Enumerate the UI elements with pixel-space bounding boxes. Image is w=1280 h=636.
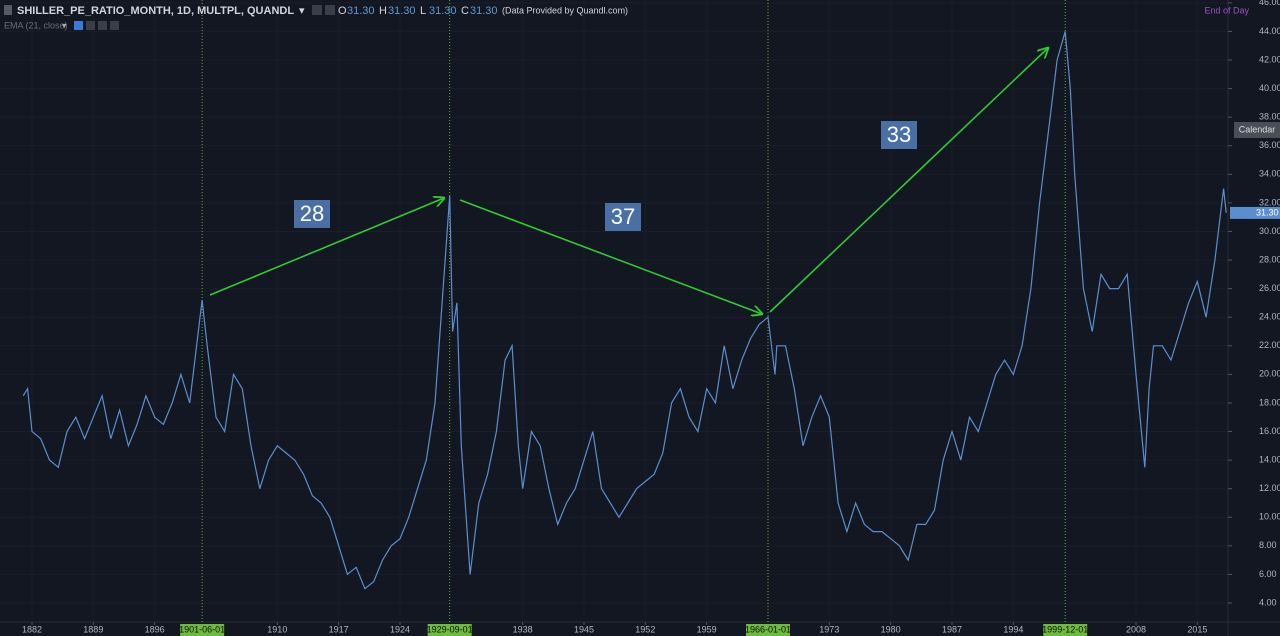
series-line — [22, 31, 1227, 590]
y-tick-label: 24.00 — [1259, 312, 1280, 322]
x-tick-label: 1959 — [697, 624, 717, 634]
y-tick-label: 20.00 — [1259, 369, 1280, 379]
icon[interactable] — [74, 21, 83, 30]
x-tick-label: 2008 — [1126, 624, 1146, 634]
ohlc: O 31.30 H 31.30 L 31.30 C 31.30 — [338, 5, 498, 17]
x-tick-label: 1987 — [942, 624, 962, 634]
marker-label: 1999-12-01 — [1042, 624, 1088, 634]
icon[interactable] — [110, 21, 119, 30]
collapse-icon[interactable] — [4, 5, 12, 15]
x-tick-label: 1889 — [83, 624, 103, 634]
icon[interactable] — [312, 5, 322, 15]
y-tick-label: 40.00 — [1259, 83, 1280, 93]
x-tick-label: 1917 — [329, 624, 349, 634]
marker-label-bg — [1043, 624, 1088, 636]
x-tick-label: 1945 — [574, 624, 594, 634]
y-tick-label: 32.00 — [1259, 197, 1280, 207]
x-tick-label: 1973 — [819, 624, 839, 634]
ohlc-key: H — [379, 5, 387, 17]
dropdown[interactable]: ▾ — [299, 5, 305, 17]
x-tick-label: 2015 — [1187, 624, 1207, 634]
y-tick-label: 34.00 — [1259, 169, 1280, 179]
y-tick-label: 10.00 — [1259, 512, 1280, 522]
y-tick-label: 6.00 — [1259, 569, 1277, 579]
indicator[interactable]: EMA (21, close) — [4, 20, 68, 30]
plot — [22, 31, 1227, 590]
calendar-button[interactable] — [1234, 122, 1280, 138]
axes: 4.00 6.00 8.00 10.00 12.00 14.00 16.00 18.00 20.… — [22, 0, 1280, 636]
arrow — [459, 199, 762, 314]
x-tick-label: 1882 — [22, 624, 42, 634]
ohlc-key: C — [461, 5, 469, 17]
calendar-label[interactable]: Calendar — [1239, 124, 1276, 134]
ohlc-value: 31.30 — [347, 5, 375, 17]
annotation: 28 — [300, 201, 324, 226]
x-tick-label: 1994 — [1003, 624, 1023, 634]
dropdown[interactable]: ▾ — [62, 20, 67, 30]
ohlc-key: L — [420, 5, 426, 17]
y-tick-label: 8.00 — [1259, 540, 1277, 550]
marker-label: 1966-01-01 — [745, 624, 791, 634]
x-tick-label: 1924 — [390, 624, 410, 634]
annotation-box — [605, 203, 641, 231]
x-tick-label: 1980 — [881, 624, 901, 634]
icon[interactable] — [86, 21, 95, 30]
y-tick-label: 14.00 — [1259, 454, 1280, 464]
annotation-box — [881, 121, 917, 149]
session: End of Day — [1204, 5, 1249, 15]
marker-label: 1929-09-01 — [427, 624, 473, 634]
y-tick-label: 4.00 — [1259, 597, 1277, 607]
annotation: 33 — [887, 122, 911, 147]
annotation-box — [294, 200, 330, 228]
x-tick-label: 1910 — [267, 624, 287, 634]
x-tick-label: 1938 — [513, 624, 533, 634]
y-tick-label: 28.00 — [1259, 254, 1280, 264]
marker-label: 1901-06-01 — [179, 624, 225, 634]
ohlc-key: O — [338, 5, 347, 17]
y-tick-label: 36.00 — [1259, 140, 1280, 150]
y-tick-label: 38.00 — [1259, 112, 1280, 122]
marker-label-bg — [180, 624, 225, 636]
y-tick-label: 16.00 — [1259, 426, 1280, 436]
y-tick-label: 46.00 — [1259, 0, 1280, 7]
icon[interactable] — [98, 21, 107, 30]
annotation: 37 — [611, 204, 635, 229]
y-tick-label: 30.00 — [1259, 226, 1280, 236]
arrow — [209, 198, 444, 296]
grid — [0, 0, 1228, 622]
arrow — [769, 48, 1048, 313]
last-value-label: 31.30 — [1256, 207, 1279, 217]
y-tick-label: 18.00 — [1259, 397, 1280, 407]
ohlc-value: 31.30 — [470, 5, 498, 17]
provider: (Data Provided by Quandl.com) — [502, 5, 628, 15]
x-tick-label: 1896 — [145, 624, 165, 634]
x-tick-label: 1952 — [635, 624, 655, 634]
y-tick-label: 42.00 — [1259, 54, 1280, 64]
icon[interactable] — [325, 5, 335, 15]
last-value-bg — [1230, 206, 1280, 219]
ohlc-value: 31.30 — [388, 5, 416, 17]
marker-label-bg — [427, 624, 472, 636]
y-tick-label: 26.00 — [1259, 283, 1280, 293]
ohlc-value: 31.30 — [429, 5, 457, 17]
y-tick-label: 12.00 — [1259, 483, 1280, 493]
y-tick-label: 22.00 — [1259, 340, 1280, 350]
symbol[interactable]: SHILLER_PE_RATIO_MONTH, 1D, MULTPL, QUAN… — [17, 5, 294, 17]
marker-label-bg — [745, 624, 790, 636]
y-tick-label: 44.00 — [1259, 26, 1280, 36]
